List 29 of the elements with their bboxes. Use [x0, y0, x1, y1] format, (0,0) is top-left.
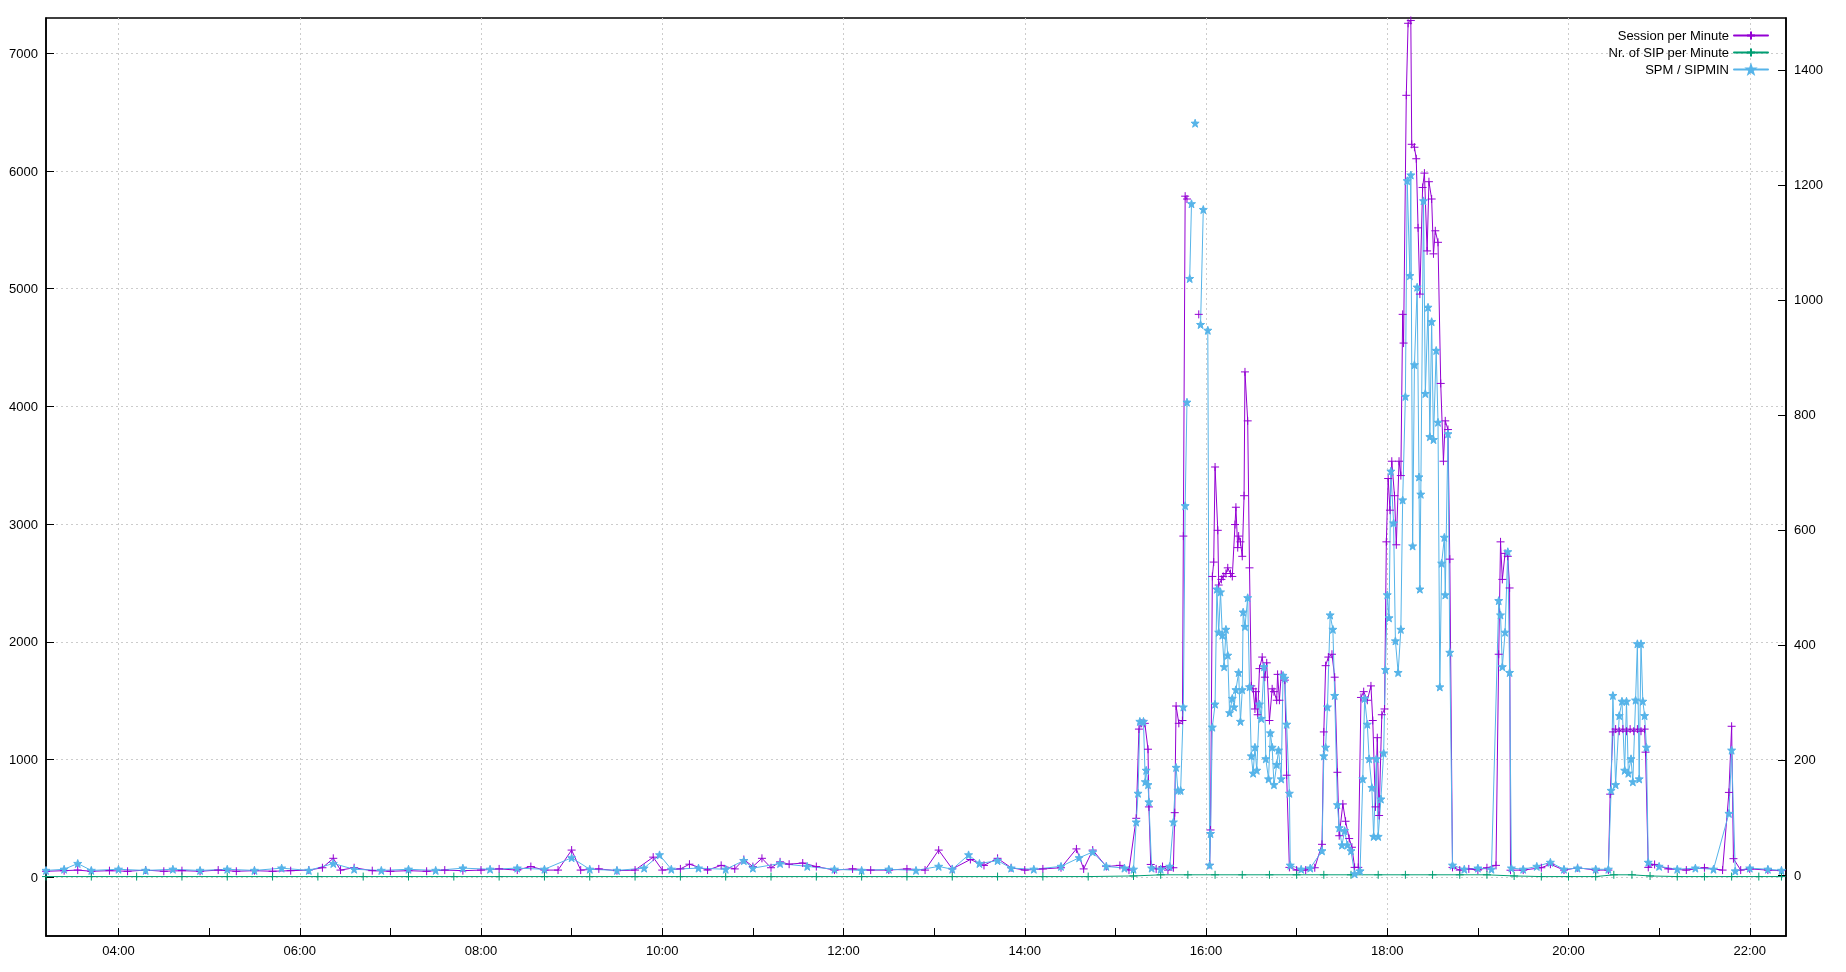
y2-tick-label: 1000 — [1794, 292, 1823, 308]
x-tick-label: 04:00 — [102, 943, 135, 958]
y2-tick-label: 1200 — [1794, 177, 1823, 193]
y2-tick-label: 0 — [1794, 867, 1802, 883]
x-tick-label: 14:00 — [1008, 943, 1042, 958]
y2-tick-label: 1400 — [1794, 62, 1823, 78]
x-tick-label: 20:00 — [1552, 943, 1585, 958]
x-tick-label: 16:00 — [1189, 943, 1223, 958]
y-tick-label: 5000 — [9, 281, 38, 297]
y2-tick-label: 200 — [1794, 752, 1816, 768]
y2-tick-label: 600 — [1794, 522, 1816, 538]
y-tick-label: 7000 — [9, 45, 38, 61]
legend-label: Nr. of SIP per Minute — [1608, 45, 1729, 60]
legend-label: Session per Minute — [1617, 28, 1729, 43]
x-tick-label: 12:00 — [827, 943, 860, 958]
x-tick-label: 08:00 — [464, 943, 498, 958]
y-tick-label: 6000 — [9, 163, 38, 179]
x-tick-label: 22:00 — [1733, 943, 1767, 958]
y-tick-label: 2000 — [9, 634, 38, 650]
x-tick-label: 06:00 — [283, 943, 317, 958]
y2-tick-label: 800 — [1794, 407, 1816, 423]
y-tick-label: 3000 — [9, 516, 38, 532]
y-tick-label: 0 — [30, 869, 38, 885]
x-tick-label: 18:00 — [1370, 943, 1404, 958]
y-tick-label: 4000 — [9, 398, 38, 414]
y-tick-label: 1000 — [9, 751, 38, 767]
y2-tick-label: 400 — [1794, 637, 1816, 653]
legend-label: SPM / SIPMIN — [1645, 62, 1729, 77]
x-tick-label: 10:00 — [645, 943, 679, 958]
